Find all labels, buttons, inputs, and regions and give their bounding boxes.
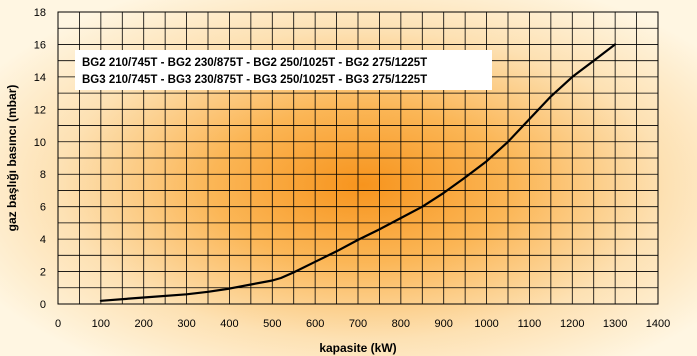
y-tick-label: 6 (40, 202, 46, 214)
legend-line-bg2: BG2 210/745T - BG2 230/875T - BG2 250/10… (82, 57, 427, 69)
y-tick-label: 14 (34, 72, 46, 84)
x-axis-ticks: 0 100 200 300 400 500 600 700 800 900 1000 1100 1200… (55, 318, 670, 330)
y-tick-label: 4 (40, 234, 46, 246)
x-tick-label: 400 (220, 318, 238, 330)
series (99, 43, 617, 302)
legend-background (75, 50, 492, 90)
pressure-curve-line (99, 43, 617, 302)
x-tick-label: 1200 (560, 318, 584, 330)
y-tick-label: 2 (40, 267, 46, 279)
x-tick-label: 100 (92, 318, 110, 330)
y-tick-label: 12 (34, 104, 46, 116)
x-tick-label: 900 (435, 318, 453, 330)
x-tick-label: 1100 (518, 318, 542, 330)
x-tick-label: 500 (263, 318, 281, 330)
y-tick-label: 16 (34, 39, 46, 51)
x-tick-label: 600 (306, 318, 324, 330)
x-tick-label: 0 (55, 318, 61, 330)
x-tick-label: 1000 (474, 318, 498, 330)
y-tick-label: 10 (34, 137, 46, 149)
x-tick-label: 1300 (603, 318, 627, 330)
x-tick-label: 300 (177, 318, 195, 330)
y-axis-title: gaz başlığı basıncı (mbar) (5, 85, 19, 232)
x-tick-label: 200 (135, 318, 153, 330)
legend-line-bg3: BG3 210/745T - BG3 230/875T - BG3 250/10… (82, 74, 427, 86)
y-axis-ticks: 0 2 4 6 8 10 12 14 16 18 (34, 7, 46, 311)
y-tick-label: 0 (40, 299, 46, 311)
x-tick-label: 700 (349, 318, 367, 330)
x-axis-title: kapasite (kW) (319, 341, 396, 355)
plot-frame (57, 11, 659, 305)
legend-box: BG2 210/745T - BG2 230/875T - BG2 250/10… (75, 50, 492, 90)
x-tick-label: 1400 (646, 318, 670, 330)
x-tick-label: 800 (392, 318, 410, 330)
y-tick-label: 8 (40, 169, 46, 181)
y-tick-label: 18 (34, 7, 46, 19)
